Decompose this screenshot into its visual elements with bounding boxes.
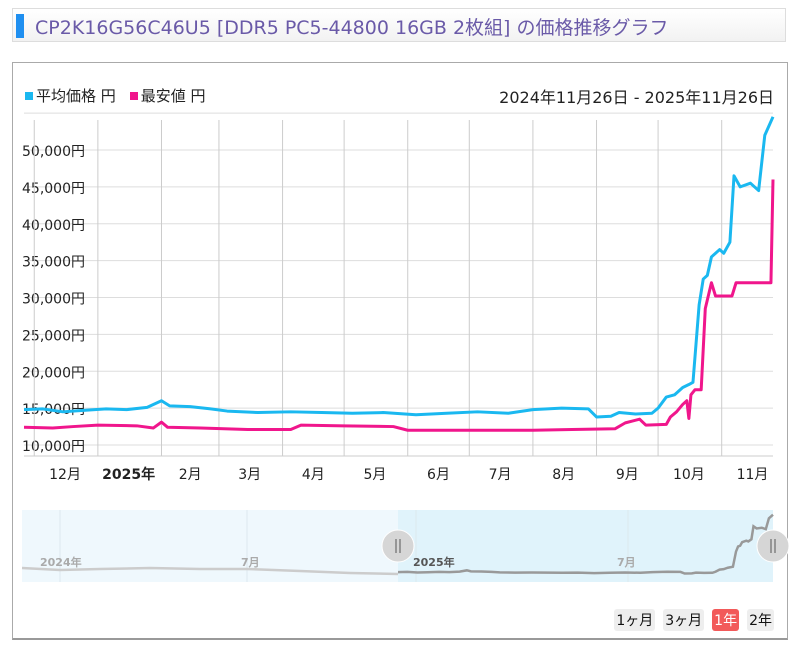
chart-panel bbox=[12, 62, 788, 640]
y-tick-label: 50,000円 bbox=[22, 144, 85, 160]
x-tick-label: 10月 bbox=[673, 467, 705, 483]
legend-swatch-avg bbox=[25, 92, 33, 100]
navigator-label: 2024年 bbox=[40, 555, 82, 569]
navigator-handle-left[interactable] bbox=[381, 529, 415, 563]
navigator-selection bbox=[398, 510, 773, 582]
y-tick-label: 45,000円 bbox=[22, 181, 85, 197]
title-accent-bar bbox=[16, 14, 24, 38]
y-tick-label: 25,000円 bbox=[22, 328, 85, 344]
page-title: CP2K16G56C46U5 [DDR5 PC5-44800 16GB 2枚組]… bbox=[35, 17, 669, 39]
legend-label-avg: 平均価格 円 bbox=[36, 87, 116, 105]
navigator-label: 7月 bbox=[617, 556, 636, 569]
legend-swatch-min bbox=[129, 92, 138, 100]
navigator-label: 7月 bbox=[241, 556, 260, 569]
y-tick-label: 30,000円 bbox=[22, 292, 85, 308]
navigator-line bbox=[397, 513, 774, 575]
legend: 平均価格 円 最安値 円 bbox=[25, 85, 206, 106]
y-tick-label: 40,000円 bbox=[22, 218, 85, 234]
x-tick-label: 11月 bbox=[737, 467, 769, 483]
x-tick-label: 8月 bbox=[552, 467, 575, 483]
x-tick-label: 4月 bbox=[302, 467, 325, 483]
x-tick-label: 2025年 bbox=[102, 466, 155, 483]
legend-label-min: 最安値 円 bbox=[140, 87, 206, 105]
y-tick-label: 35,000円 bbox=[22, 255, 85, 271]
x-tick-label: 12月 bbox=[49, 467, 81, 483]
legend-item-min[interactable]: 最安値 円 bbox=[129, 85, 206, 106]
navigator-handle-right[interactable] bbox=[756, 529, 790, 563]
date-range-label: 2024年11月26日 - 2025年11月26日 bbox=[499, 88, 774, 107]
title-bar: CP2K16G56C46U5 [DDR5 PC5-44800 16GB 2枚組]… bbox=[12, 8, 786, 42]
range-button-1y[interactable]: 1年 bbox=[712, 609, 740, 631]
y-tick-label: 20,000円 bbox=[22, 365, 85, 381]
navigator-past-line bbox=[21, 566, 399, 576]
range-buttons: 1ヶ月 3ヶ月 1年 2年 bbox=[614, 609, 774, 631]
x-tick-label: 5月 bbox=[363, 467, 386, 483]
x-tick-label: 3月 bbox=[238, 467, 261, 483]
x-tick-label: 9月 bbox=[616, 467, 639, 483]
x-tick-label: 2月 bbox=[179, 467, 202, 483]
x-tick-label: 6月 bbox=[427, 467, 450, 483]
legend-item-avg[interactable]: 平均価格 円 bbox=[25, 85, 116, 106]
avg-price-line bbox=[23, 116, 775, 419]
min-price-line bbox=[23, 179, 775, 432]
range-button-2y[interactable]: 2年 bbox=[747, 609, 774, 631]
navigator-label: 2025年 bbox=[413, 555, 455, 569]
range-button-3m[interactable]: 3ヶ月 bbox=[663, 609, 705, 631]
y-tick-label: 10,000円 bbox=[22, 439, 85, 455]
range-button-1m[interactable]: 1ヶ月 bbox=[614, 609, 656, 631]
x-tick-label: 7月 bbox=[489, 467, 512, 483]
